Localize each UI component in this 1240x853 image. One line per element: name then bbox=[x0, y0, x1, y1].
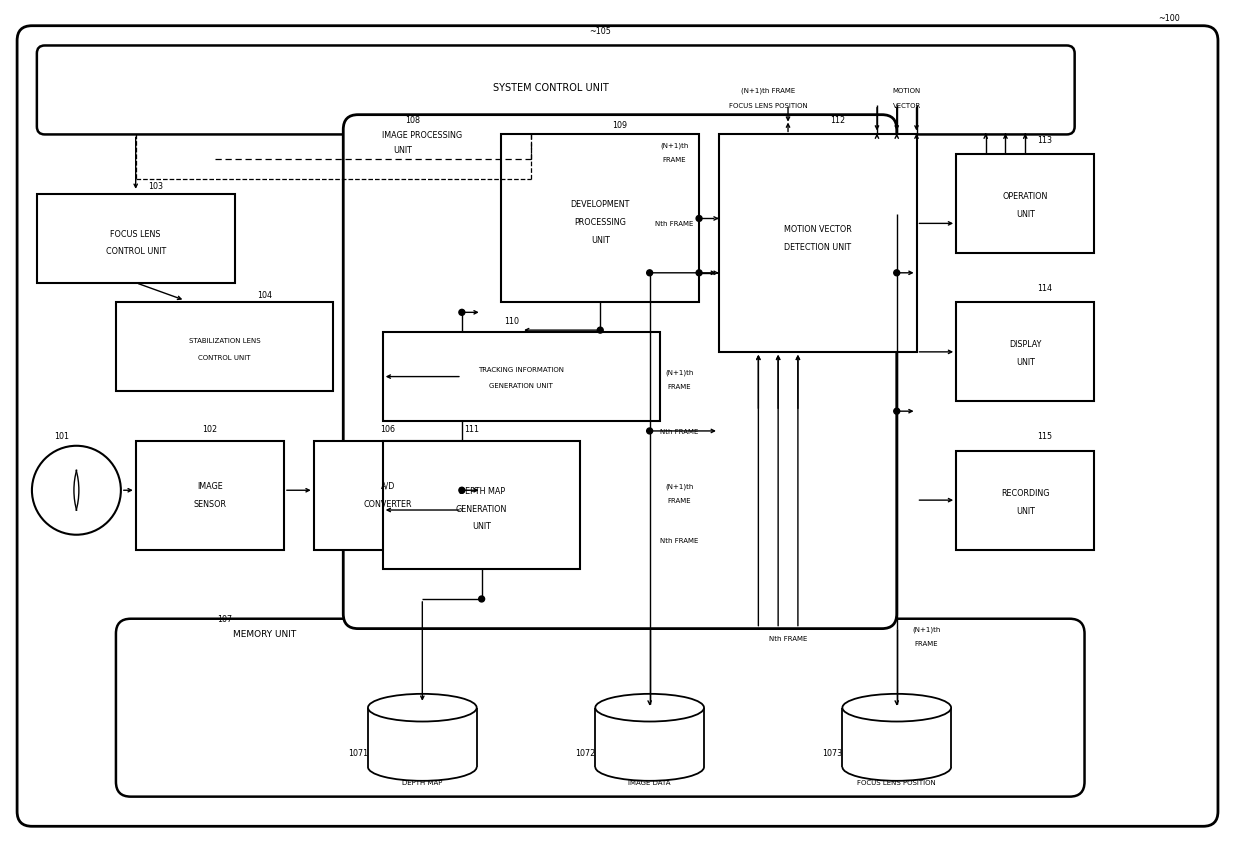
Circle shape bbox=[598, 328, 603, 334]
Text: ~105: ~105 bbox=[589, 27, 611, 36]
Text: SYSTEM CONTROL UNIT: SYSTEM CONTROL UNIT bbox=[494, 83, 609, 93]
Text: UNIT: UNIT bbox=[590, 235, 610, 245]
Bar bbox=[368, 708, 476, 767]
Text: STABILIZATION LENS: STABILIZATION LENS bbox=[188, 338, 260, 344]
Text: 115: 115 bbox=[1038, 432, 1053, 441]
Text: UNIT: UNIT bbox=[393, 146, 412, 154]
Bar bbox=[314, 441, 461, 550]
Text: DEVELOPMENT: DEVELOPMENT bbox=[570, 200, 630, 209]
Text: Nth FRAME: Nth FRAME bbox=[660, 537, 698, 543]
Text: Nth FRAME: Nth FRAME bbox=[655, 221, 693, 227]
Text: IMAGE DATA: IMAGE DATA bbox=[629, 779, 671, 785]
Text: 101: 101 bbox=[55, 432, 69, 441]
Text: 113: 113 bbox=[1038, 136, 1053, 145]
Text: PROCESSING: PROCESSING bbox=[574, 218, 626, 227]
Text: (N+1)th: (N+1)th bbox=[665, 483, 693, 489]
Bar bbox=[956, 155, 1095, 253]
Ellipse shape bbox=[368, 694, 476, 722]
Text: (N+1)th: (N+1)th bbox=[665, 369, 693, 375]
Text: FOCUS LENS POSITION: FOCUS LENS POSITION bbox=[729, 102, 807, 108]
Text: VECTOR: VECTOR bbox=[893, 102, 921, 108]
Bar bbox=[956, 451, 1095, 550]
Text: 102: 102 bbox=[202, 425, 217, 434]
Text: 111: 111 bbox=[464, 425, 479, 434]
Bar bbox=[115, 303, 334, 392]
Text: 107: 107 bbox=[217, 614, 232, 624]
Text: UNIT: UNIT bbox=[472, 522, 491, 531]
Text: MOTION: MOTION bbox=[893, 88, 921, 94]
Circle shape bbox=[894, 409, 900, 415]
Circle shape bbox=[647, 428, 652, 434]
Text: A/D: A/D bbox=[381, 481, 394, 490]
Text: DEPTH MAP: DEPTH MAP bbox=[459, 486, 505, 495]
Bar bbox=[383, 441, 580, 570]
FancyBboxPatch shape bbox=[37, 46, 1075, 136]
Text: MEMORY UNIT: MEMORY UNIT bbox=[233, 630, 296, 638]
Bar bbox=[383, 333, 660, 421]
Circle shape bbox=[479, 596, 485, 602]
Text: 106: 106 bbox=[381, 425, 396, 434]
Bar bbox=[37, 194, 234, 283]
Text: FOCUS LENS POSITION: FOCUS LENS POSITION bbox=[857, 779, 936, 785]
Text: FRAME: FRAME bbox=[667, 384, 691, 390]
Text: 1073: 1073 bbox=[822, 748, 842, 757]
Text: TRACKING INFORMATION: TRACKING INFORMATION bbox=[479, 366, 564, 372]
Text: ~100: ~100 bbox=[1158, 15, 1179, 23]
Text: FRAME: FRAME bbox=[662, 157, 686, 163]
Text: DETECTION UNIT: DETECTION UNIT bbox=[784, 242, 851, 252]
Text: 103: 103 bbox=[148, 182, 162, 191]
Bar bbox=[719, 136, 916, 352]
Text: 110: 110 bbox=[503, 316, 518, 325]
Text: GENERATION: GENERATION bbox=[456, 504, 507, 513]
Text: (N+1)th: (N+1)th bbox=[913, 625, 941, 632]
FancyBboxPatch shape bbox=[343, 115, 897, 629]
Ellipse shape bbox=[842, 694, 951, 722]
Text: 112: 112 bbox=[830, 116, 844, 125]
Text: (N+1)th: (N+1)th bbox=[660, 142, 688, 148]
Bar bbox=[135, 441, 284, 550]
Text: UNIT: UNIT bbox=[1016, 506, 1034, 515]
Text: OPERATION: OPERATION bbox=[1003, 192, 1048, 201]
Text: DISPLAY: DISPLAY bbox=[1009, 340, 1042, 349]
Text: (N+1)th FRAME: (N+1)th FRAME bbox=[742, 88, 795, 94]
Text: DEPTH MAP: DEPTH MAP bbox=[402, 779, 443, 785]
FancyBboxPatch shape bbox=[17, 26, 1218, 827]
Text: 109: 109 bbox=[613, 121, 627, 130]
Bar bbox=[595, 708, 704, 767]
Text: IMAGE PROCESSING: IMAGE PROCESSING bbox=[382, 131, 463, 140]
Text: 108: 108 bbox=[405, 116, 420, 125]
Text: FOCUS LENS: FOCUS LENS bbox=[110, 229, 161, 239]
Text: IMAGE: IMAGE bbox=[197, 481, 223, 490]
Text: UNIT: UNIT bbox=[1016, 210, 1034, 218]
Text: 104: 104 bbox=[257, 291, 272, 299]
Circle shape bbox=[459, 310, 465, 316]
Bar bbox=[842, 708, 951, 767]
Circle shape bbox=[459, 488, 465, 494]
Text: FRAME: FRAME bbox=[915, 641, 939, 647]
Text: SENSOR: SENSOR bbox=[193, 499, 227, 508]
Bar bbox=[501, 136, 699, 303]
Text: CONTROL UNIT: CONTROL UNIT bbox=[105, 247, 166, 255]
Text: 1071: 1071 bbox=[348, 748, 368, 757]
Ellipse shape bbox=[595, 694, 704, 722]
Text: Nth FRAME: Nth FRAME bbox=[660, 428, 698, 434]
Text: MOTION VECTOR: MOTION VECTOR bbox=[784, 224, 852, 234]
Text: 114: 114 bbox=[1038, 284, 1053, 293]
Circle shape bbox=[894, 270, 900, 276]
Circle shape bbox=[696, 270, 702, 276]
Text: RECORDING: RECORDING bbox=[1001, 488, 1049, 497]
Circle shape bbox=[696, 216, 702, 222]
Text: 1072: 1072 bbox=[575, 748, 595, 757]
Text: UNIT: UNIT bbox=[1016, 358, 1034, 367]
FancyBboxPatch shape bbox=[115, 619, 1085, 797]
Text: CONTROL UNIT: CONTROL UNIT bbox=[198, 354, 250, 360]
Text: Nth FRAME: Nth FRAME bbox=[769, 635, 807, 641]
Text: CONVERTER: CONVERTER bbox=[363, 499, 412, 508]
Text: GENERATION UNIT: GENERATION UNIT bbox=[490, 383, 553, 389]
Bar bbox=[956, 303, 1095, 402]
Text: FRAME: FRAME bbox=[667, 497, 691, 503]
Circle shape bbox=[647, 270, 652, 276]
